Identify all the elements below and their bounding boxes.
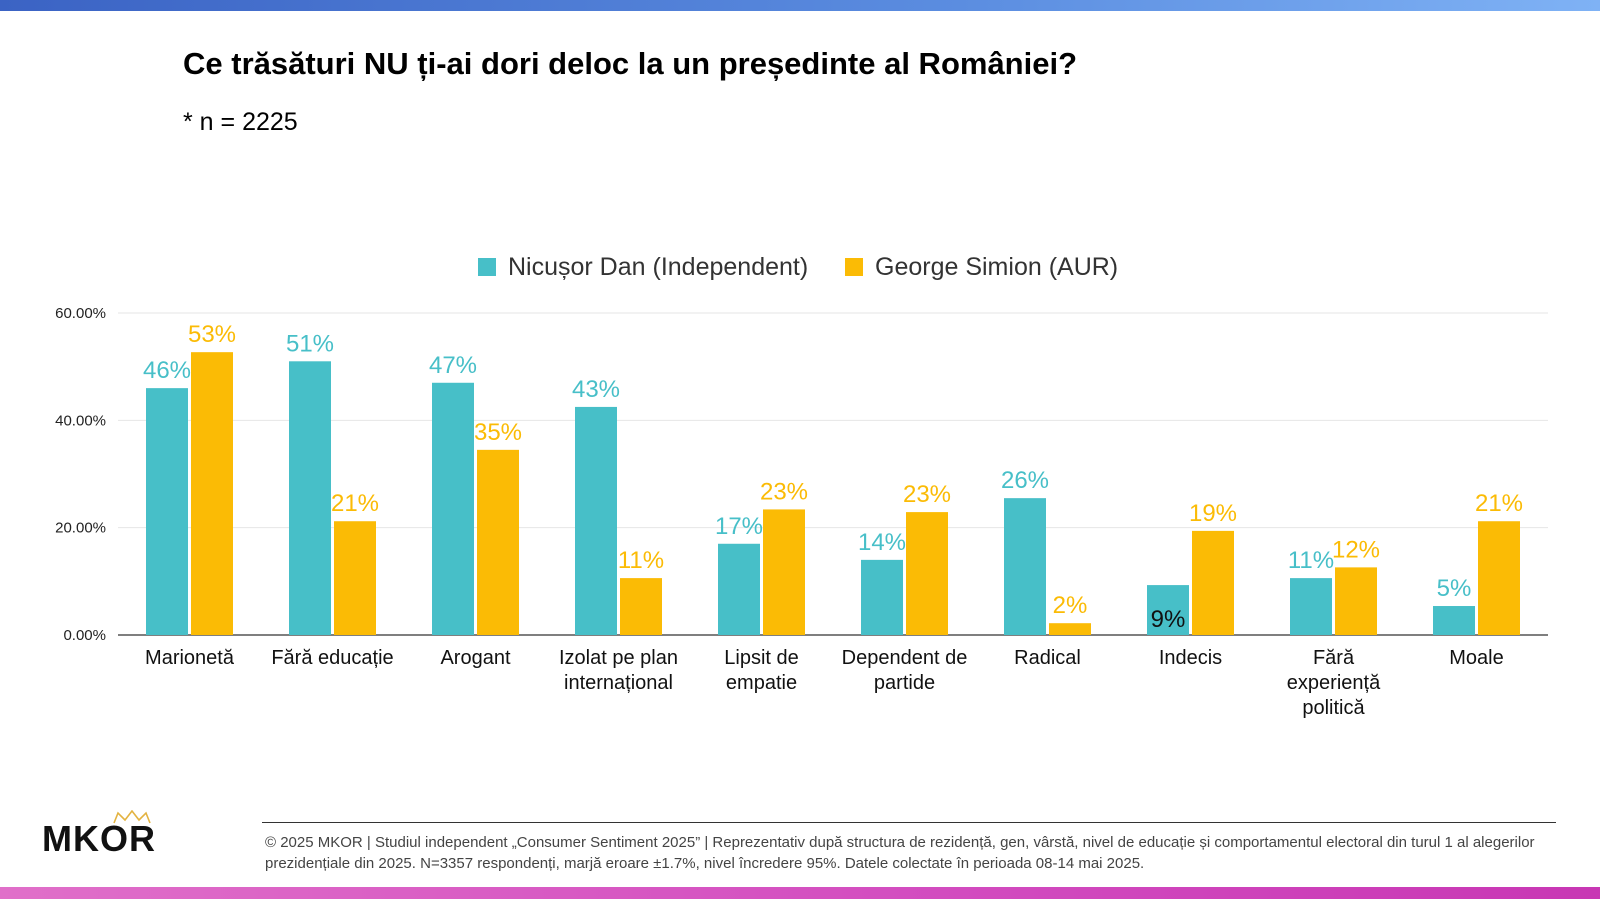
bar — [1049, 623, 1091, 635]
data-label: 5% — [1437, 575, 1472, 602]
data-label: 51% — [286, 330, 334, 357]
y-tick-label: 40.00% — [55, 412, 106, 429]
legend-swatch — [845, 258, 863, 276]
data-label: 11% — [618, 547, 664, 574]
x-tick-label: Fără educație — [271, 647, 393, 669]
x-tick-label: politică — [1302, 697, 1365, 719]
crown-icon — [113, 810, 151, 824]
data-label: 19% — [1189, 500, 1237, 527]
legend-swatch — [478, 258, 496, 276]
data-label: 26% — [1001, 467, 1049, 494]
x-tick-label: Indecis — [1159, 647, 1222, 669]
bar — [146, 388, 188, 635]
data-label: 17% — [715, 513, 763, 540]
data-label: 21% — [1475, 490, 1523, 517]
data-label: 23% — [760, 478, 808, 505]
bar — [906, 512, 948, 635]
y-tick-label: 60.00% — [55, 305, 106, 322]
bar — [191, 352, 233, 635]
x-tick-label: Arogant — [440, 647, 510, 669]
data-label: 21% — [331, 490, 379, 517]
data-label: 2% — [1053, 592, 1088, 619]
bottom-accent-bar — [0, 887, 1600, 899]
data-label: 35% — [474, 419, 522, 446]
bar — [575, 406, 617, 635]
x-tick-label: Dependent de — [842, 647, 968, 669]
x-tick-label: Radical — [1014, 647, 1081, 669]
x-tick-label: Fără — [1313, 647, 1355, 669]
bar — [861, 559, 903, 635]
data-label: 43% — [572, 376, 620, 403]
x-tick-label: internațional — [564, 672, 673, 694]
data-label: 53% — [188, 321, 236, 348]
y-tick-label: 20.00% — [55, 520, 106, 537]
data-label: 14% — [858, 529, 906, 556]
x-tick-label: Lipsit de — [724, 647, 799, 669]
bar — [718, 543, 760, 635]
bar — [289, 361, 331, 635]
bar — [1004, 498, 1046, 635]
x-tick-label: Izolat pe plan — [559, 647, 678, 669]
data-label: 12% — [1332, 536, 1380, 563]
y-tick-label: 0.00% — [63, 627, 106, 644]
bar — [620, 578, 662, 635]
x-tick-label: Marionetă — [145, 647, 235, 669]
bar-chart: 0.00% 20.00% 40.00% 60.00% Nicușor Dan (Inde… — [55, 253, 1548, 719]
bar — [1290, 578, 1332, 635]
bar — [432, 382, 474, 635]
bar — [763, 509, 805, 635]
bar — [1147, 585, 1189, 635]
top-accent-bar — [0, 0, 1600, 11]
legend-label: George Simion (AUR) — [875, 253, 1118, 281]
page-title: Ce trăsături NU ți-ai dori deloc la un p… — [183, 46, 1078, 81]
sample-size-note: * n = 2225 — [183, 108, 298, 136]
data-label: 47% — [429, 352, 477, 379]
legend-label: Nicușor Dan (Independent) — [508, 253, 808, 281]
mkor-logo: MKOR — [42, 818, 156, 859]
data-label: 23% — [903, 481, 951, 508]
data-label: 46% — [143, 357, 191, 384]
x-tick-label: empatie — [726, 672, 797, 694]
data-label: 9% — [1151, 606, 1186, 633]
x-tick-label: experiență — [1287, 672, 1381, 694]
x-tick-label: Moale — [1449, 647, 1503, 669]
bar — [1478, 521, 1520, 635]
footer-disclaimer: © 2025 MKOR | Studiul independent „Consu… — [265, 834, 1535, 872]
x-tick-label: partide — [874, 672, 935, 694]
bar — [477, 449, 519, 635]
bar — [334, 521, 376, 635]
footer-divider — [262, 822, 1556, 823]
bar — [1192, 530, 1234, 635]
data-label: 11% — [1288, 547, 1334, 574]
bar — [1433, 606, 1475, 635]
bar — [1335, 567, 1377, 635]
